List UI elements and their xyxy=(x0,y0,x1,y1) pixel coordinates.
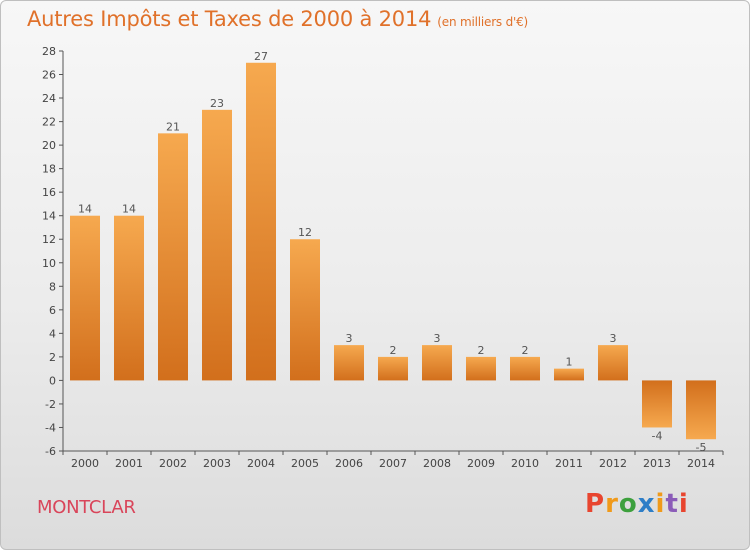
x-tick-label: 2009 xyxy=(467,457,495,470)
y-tick-label: 0 xyxy=(49,374,56,387)
bar-value-label: 2 xyxy=(390,344,397,357)
bar xyxy=(554,368,584,381)
logo-letter: i xyxy=(678,489,689,519)
bar-value-label: 27 xyxy=(254,50,268,63)
bar xyxy=(466,356,496,381)
x-tick-label: 2000 xyxy=(71,457,99,470)
bar-value-label: 23 xyxy=(210,97,224,110)
y-tick-label: 22 xyxy=(42,116,56,129)
bar xyxy=(510,356,540,381)
logo-letter: x xyxy=(637,489,656,519)
y-tick-label: 28 xyxy=(42,45,56,58)
bar-value-label: 14 xyxy=(122,203,136,216)
bar-value-label: 2 xyxy=(478,344,485,357)
x-tick-label: 2010 xyxy=(511,457,539,470)
bar-value-label: -4 xyxy=(652,429,663,442)
bar xyxy=(334,345,364,381)
bar xyxy=(158,133,188,381)
x-tick-label: 2003 xyxy=(203,457,231,470)
x-tick-label: 2014 xyxy=(687,457,715,470)
bar-value-label: 3 xyxy=(434,332,441,345)
bar xyxy=(598,345,628,381)
y-tick-label: 6 xyxy=(49,304,56,317)
x-tick-label: 2001 xyxy=(115,457,143,470)
logo-letter: r xyxy=(605,489,619,519)
bar xyxy=(422,345,452,381)
bar xyxy=(246,62,276,381)
bar-value-label: 12 xyxy=(298,226,312,239)
chart-bars xyxy=(70,62,716,440)
y-tick-label: 18 xyxy=(42,163,56,176)
bar xyxy=(114,215,144,381)
y-tick-label: 16 xyxy=(42,186,56,199)
bar-value-label: 3 xyxy=(610,332,617,345)
y-tick-label: -4 xyxy=(45,421,56,434)
x-tick-label: 2006 xyxy=(335,457,363,470)
logo-letter: t xyxy=(665,489,679,519)
y-tick-label: 10 xyxy=(42,257,56,270)
chart-title: Autres Impôts et Taxes de 2000 à 2014 (en… xyxy=(27,7,528,31)
bar-value-label: -5 xyxy=(696,441,707,454)
x-tick-label: 2011 xyxy=(555,457,583,470)
chart-title-text: Autres Impôts et Taxes de 2000 à 2014 xyxy=(27,7,432,31)
x-tick-label: 2012 xyxy=(599,457,627,470)
x-tick-label: 2002 xyxy=(159,457,187,470)
bar-value-label: 1 xyxy=(566,356,573,369)
bar xyxy=(642,380,672,428)
y-tick-label: -6 xyxy=(45,445,56,458)
x-tick-label: 2004 xyxy=(247,457,275,470)
bar xyxy=(70,215,100,381)
y-tick-label: 4 xyxy=(49,327,56,340)
y-tick-label: 24 xyxy=(42,92,56,105)
y-tick-label: 12 xyxy=(42,233,56,246)
bar-value-label: 3 xyxy=(346,332,353,345)
y-tick-label: 14 xyxy=(42,210,56,223)
commune-name: MONTCLAR xyxy=(37,497,136,518)
bar-value-label: 14 xyxy=(78,203,92,216)
bar xyxy=(290,239,320,381)
y-tick-label: 2 xyxy=(49,351,56,364)
logo-letter: P xyxy=(585,489,606,519)
x-tick-label: 2008 xyxy=(423,457,451,470)
logo-letter: o xyxy=(618,489,638,519)
y-tick-label: 8 xyxy=(49,280,56,293)
bar-value-label: 21 xyxy=(166,120,180,133)
proxiti-logo: Proxiti xyxy=(585,489,689,519)
y-tick-label: -2 xyxy=(45,398,56,411)
bar-value-label: 2 xyxy=(522,344,529,357)
bar xyxy=(378,356,408,381)
y-tick-label: 20 xyxy=(42,139,56,152)
x-tick-label: 2013 xyxy=(643,457,671,470)
x-tick-label: 2007 xyxy=(379,457,407,470)
chart-title-unit: (en milliers d'€) xyxy=(437,15,529,29)
bar xyxy=(686,380,716,440)
bar xyxy=(202,109,232,381)
y-tick-label: 26 xyxy=(42,69,56,82)
logo-letter: i xyxy=(655,489,666,519)
x-tick-label: 2005 xyxy=(291,457,319,470)
